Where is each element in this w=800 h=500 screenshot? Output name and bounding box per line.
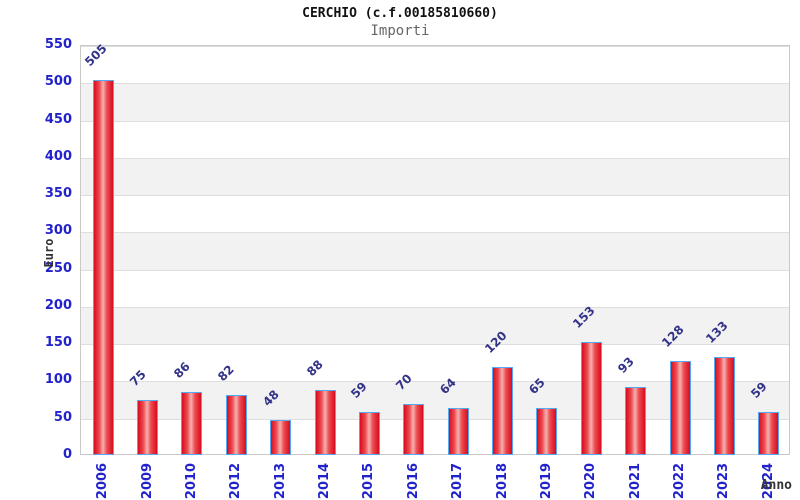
bar — [92, 79, 114, 455]
bar — [403, 403, 425, 455]
bar — [137, 400, 159, 455]
plot-area — [80, 45, 790, 455]
x-tick-label: 2014 — [316, 462, 332, 500]
gridline — [81, 120, 789, 122]
y-tick-label: 0 — [62, 447, 72, 462]
gridline — [81, 418, 789, 420]
bar — [225, 394, 247, 455]
y-tick-label: 450 — [44, 111, 72, 127]
plot-band — [81, 83, 789, 121]
x-tick-label: 2009 — [139, 462, 155, 500]
x-tick-label: 2012 — [227, 462, 243, 500]
x-axis-title: Anno — [760, 478, 792, 493]
plot-band — [81, 157, 789, 196]
y-tick-label: 500 — [44, 74, 72, 90]
y-tick-label: 250 — [44, 260, 72, 276]
y-tick-label: 150 — [44, 335, 72, 351]
bar — [536, 407, 558, 455]
bar — [713, 356, 735, 455]
y-tick-label: 550 — [44, 37, 72, 52]
gridline — [81, 157, 789, 159]
gridline — [81, 269, 789, 271]
bar — [758, 412, 780, 455]
gridline — [81, 381, 789, 383]
x-tick-label: 2013 — [272, 462, 288, 500]
x-tick-label: 2021 — [627, 462, 643, 500]
gridline — [81, 46, 789, 47]
x-tick-label: 2020 — [582, 462, 598, 500]
bar — [270, 420, 292, 455]
y-tick-label: 300 — [44, 223, 72, 239]
plot-band — [81, 232, 789, 270]
bar — [314, 390, 336, 455]
chart-subtitle: Importi — [370, 23, 430, 39]
bar — [625, 386, 647, 455]
gridline — [81, 195, 789, 197]
bar — [492, 366, 514, 455]
x-tick-label: 2010 — [183, 462, 199, 500]
plot-band — [81, 306, 789, 345]
y-tick-label: 400 — [44, 148, 72, 164]
bar — [580, 341, 602, 455]
x-tick-label: 2015 — [360, 462, 376, 500]
bar — [181, 391, 203, 455]
y-tick-label: 100 — [44, 372, 72, 388]
y-tick-label: 50 — [53, 409, 72, 425]
gridline — [81, 306, 789, 308]
gridline — [81, 232, 789, 234]
x-tick-label: 2018 — [494, 462, 510, 500]
bar — [358, 412, 380, 455]
gridline — [81, 83, 789, 85]
x-tick-label: 2022 — [671, 462, 687, 500]
y-axis-title: Euro — [42, 238, 56, 268]
bar — [447, 408, 469, 455]
bar — [669, 360, 691, 455]
x-tick-label: 2019 — [538, 462, 554, 500]
x-tick-label: 2006 — [94, 462, 110, 500]
y-tick-label: 350 — [44, 186, 72, 202]
x-tick-label: 2017 — [449, 462, 465, 500]
y-tick-label: 200 — [44, 297, 72, 313]
x-tick-label: 2016 — [405, 462, 421, 500]
gridline — [81, 344, 789, 346]
chart-title: CERCHIO (c.f.00185810660) — [302, 6, 498, 21]
x-tick-label: 2023 — [715, 462, 731, 500]
